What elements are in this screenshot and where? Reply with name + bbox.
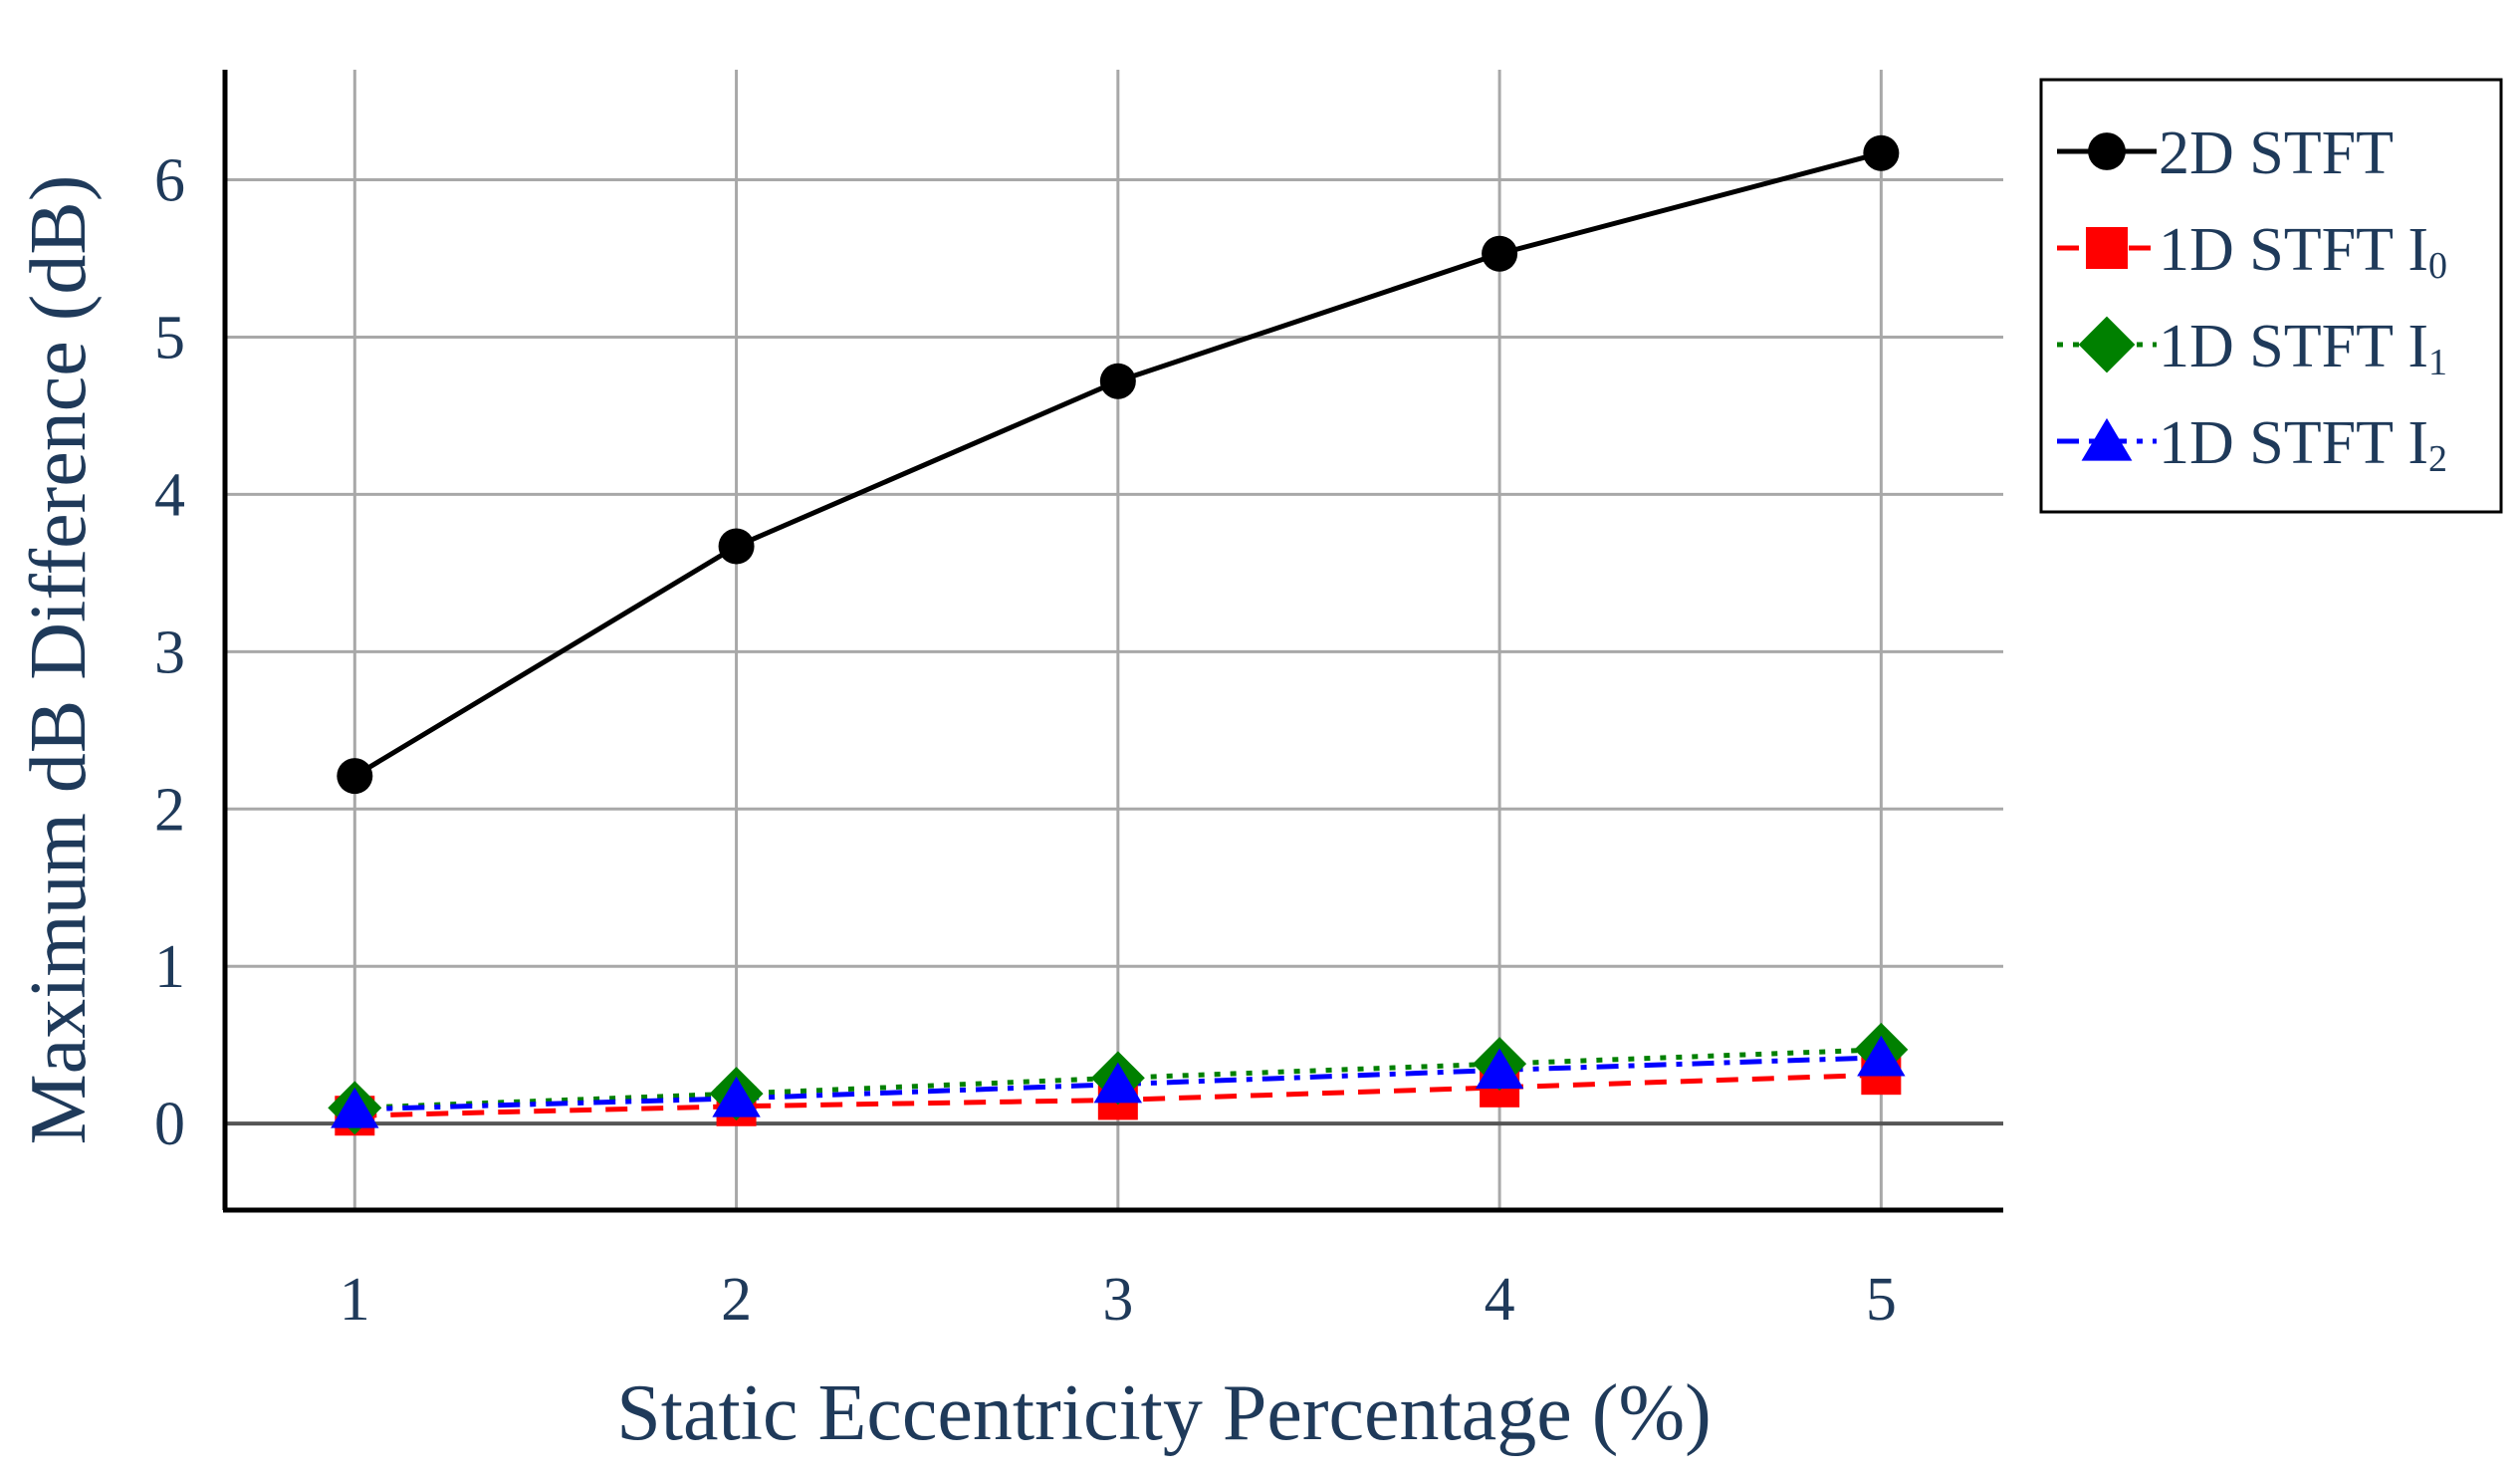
x-tick-label: 1 — [340, 1266, 370, 1334]
y-tick-label: 6 — [154, 147, 185, 215]
data-point-series-0 — [337, 758, 373, 795]
legend-label-2: 1D STFT I1 — [2159, 313, 2447, 383]
tick-labels: 1 2 3 4 5 0 1 2 3 4 5 6 — [154, 147, 1897, 1334]
y-tick-label: 5 — [154, 304, 185, 371]
legend-label-0: 2D STFT — [2159, 120, 2394, 187]
y-tick-label: 3 — [154, 618, 185, 686]
data-point-series-0 — [1482, 235, 1518, 272]
x-tick-label: 5 — [1866, 1266, 1897, 1334]
x-tick-label: 4 — [1485, 1266, 1515, 1334]
legend-marker-2 — [2078, 316, 2136, 373]
x-tick-label: 3 — [1102, 1266, 1133, 1334]
data-point-series-3 — [1093, 1062, 1143, 1104]
legend-marker-1 — [2086, 227, 2128, 269]
axes — [222, 70, 2003, 1213]
data-point-series-0 — [718, 528, 755, 565]
data-point-series-3 — [1475, 1048, 1524, 1090]
y-tick-label: 4 — [154, 461, 185, 529]
data-point-series-3 — [712, 1076, 761, 1117]
legend-marker-0 — [2088, 132, 2126, 170]
y-tick-label: 2 — [154, 776, 185, 844]
data-point-series-0 — [1863, 134, 1900, 171]
legend-marker-3 — [2081, 417, 2133, 461]
legend-label-3: 1D STFT I2 — [2159, 409, 2447, 480]
legend-label-1: 1D STFT I0 — [2159, 216, 2447, 287]
data-point-series-3 — [1857, 1035, 1906, 1077]
x-tick-label: 2 — [721, 1266, 752, 1334]
legend: 2D STFT 1D STFT I0 1D STFT I1 1D STFT I2 — [2039, 78, 2503, 514]
data-point-series-0 — [1099, 363, 1136, 399]
data-point-series-3 — [331, 1087, 379, 1128]
grid-lines — [225, 70, 2003, 1210]
y-tick-label: 0 — [154, 1091, 185, 1158]
y-axis-title: Maximum dB Difference (dB) — [15, 175, 103, 1145]
x-axis-title: Static Eccentricity Percentage (%) — [616, 1369, 1711, 1457]
series-markers — [328, 134, 1909, 1136]
series-line-3 — [354, 1055, 1882, 1112]
y-tick-label: 1 — [154, 933, 185, 1001]
